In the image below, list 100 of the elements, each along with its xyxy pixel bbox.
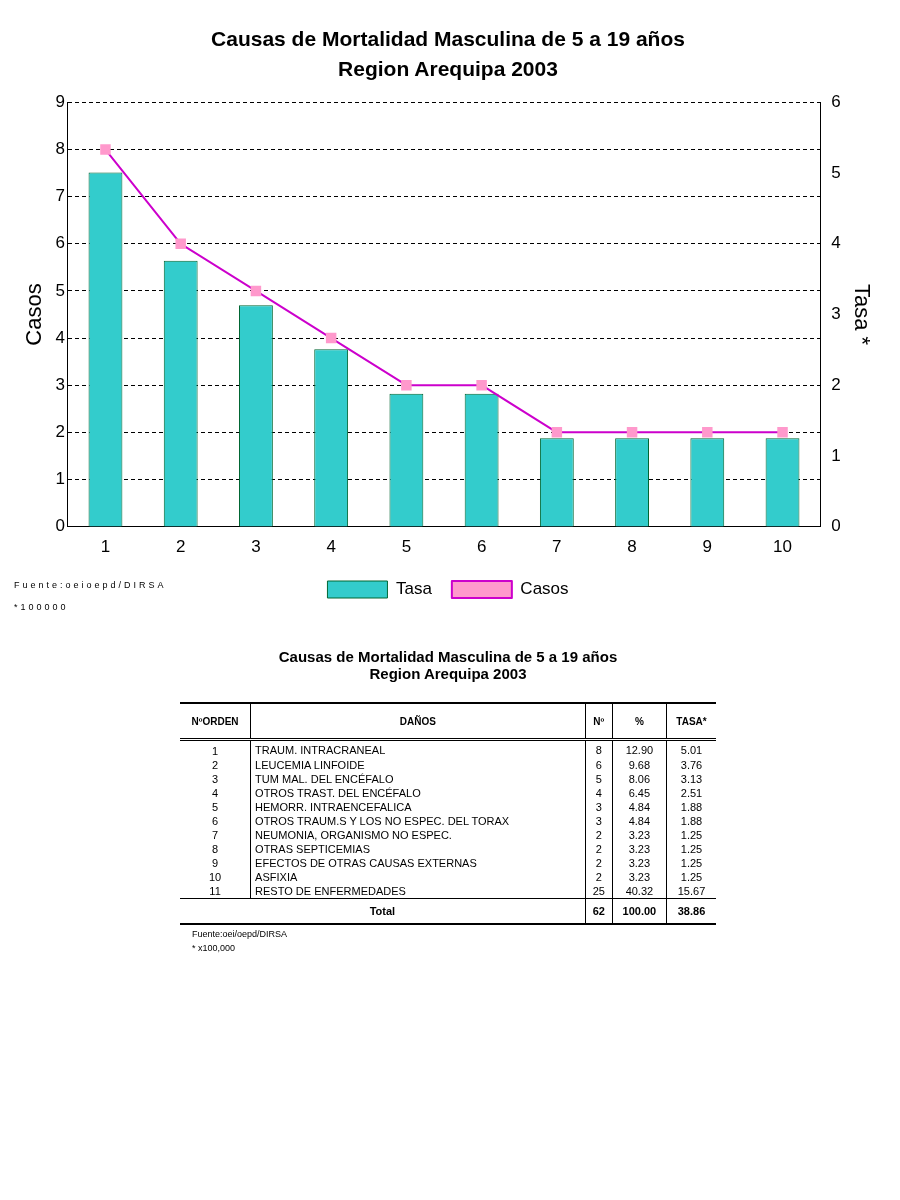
- y2-tick-label: 3: [831, 304, 841, 324]
- data-label: 3.23: [612, 870, 667, 884]
- text: Region Arequipa 2003: [368, 665, 528, 682]
- text: *100000: [14, 602, 70, 612]
- data-label: 2: [585, 842, 613, 856]
- data-label: 40.32: [612, 884, 667, 899]
- data-label: 3.76: [679, 758, 704, 772]
- source-note: Fuente:oeioepd/DIRSA: [14, 580, 167, 590]
- data-label: 1.25: [679, 856, 704, 870]
- category-label: LEUCEMIA LINFOIDE: [250, 758, 586, 772]
- data-label: 10: [180, 870, 251, 884]
- y-tick-label: 1: [55, 469, 65, 489]
- data-label: 3.23: [612, 856, 667, 870]
- y2-tick-label: 6: [831, 92, 841, 112]
- y-tick-label: 4: [55, 327, 65, 347]
- data-label: 15.67: [676, 884, 707, 899]
- data-label: 2: [585, 828, 613, 842]
- data-label: 4: [585, 786, 613, 800]
- data-label: 3: [180, 772, 251, 786]
- data-label: 3: [585, 814, 613, 828]
- category-label: TRAUM. INTRACRANEAL: [250, 739, 586, 758]
- data-label: 2: [585, 870, 613, 884]
- x-tick-label: 9: [702, 537, 713, 557]
- y2-tick-label: 2: [831, 374, 841, 394]
- legend-label: Tasa: [395, 579, 433, 599]
- category-label: OTROS TRAUM.S Y LOS NO ESPEC. DEL TORAX: [250, 814, 586, 828]
- data-label: 3.23: [612, 828, 667, 842]
- x-tick-label: 3: [251, 537, 261, 557]
- y-tick-label: 6: [55, 233, 65, 253]
- data-label: 1.88: [679, 814, 704, 828]
- data-label: 6: [180, 814, 251, 828]
- category-label: HEMORR. INTRAENCEFALICA: [250, 800, 586, 814]
- text: NºORDEN: [180, 703, 251, 740]
- category-label: OTRAS SEPTICEMIAS: [250, 842, 586, 856]
- y-axis-title: Casos: [21, 283, 47, 346]
- data-label: 1.25: [679, 842, 704, 856]
- text: Nº: [585, 703, 613, 740]
- text: Causas de Mortalidad Masculina de 5 a 19 años: [277, 648, 619, 665]
- data-label: 25: [585, 884, 613, 899]
- category-label: TUM MAL. DEL ENCÉFALO: [250, 772, 586, 786]
- x-tick-label: 5: [401, 537, 412, 557]
- data-label: 2.51: [679, 786, 704, 800]
- y-tick-label: 5: [55, 280, 65, 300]
- data-label: 8: [180, 842, 251, 856]
- y-tick-label: 9: [55, 92, 65, 112]
- y2-tick-label: 1: [831, 445, 841, 465]
- category-label: ASFIXIA: [250, 870, 586, 884]
- data-label: 1.88: [679, 800, 704, 814]
- data-label: 4: [180, 786, 251, 800]
- data-label: 8: [585, 739, 613, 758]
- data-label: 6: [585, 758, 613, 772]
- data-label: 5: [585, 772, 613, 786]
- data-label: 1.25: [679, 870, 704, 884]
- text: * x100,000: [192, 943, 237, 953]
- category-label: OTROS TRAST. DEL ENCÉFALO: [250, 786, 586, 800]
- x-tick-label: 8: [627, 537, 637, 557]
- source-note: Fuente:oei/oepd/DIRSA: [192, 929, 289, 939]
- text: %: [612, 703, 667, 740]
- x-tick-label: 10: [773, 537, 792, 557]
- text: DAÑOS: [250, 703, 586, 740]
- category-label: EFECTOS DE OTRAS CAUSAS EXTERNAS: [250, 856, 586, 870]
- y2-tick-label: 0: [831, 516, 841, 536]
- data-label: 4.84: [612, 800, 667, 814]
- y-tick-label: 7: [55, 186, 65, 206]
- category-label: RESTO DE ENFERMEDADES: [250, 884, 586, 899]
- data-label: 12.90: [612, 739, 667, 758]
- data-label: 9: [180, 856, 251, 870]
- x-tick-label: 6: [476, 537, 487, 557]
- data-label: 4.84: [612, 814, 667, 828]
- x-tick-label: 4: [326, 537, 336, 557]
- y2-tick-label: 5: [831, 162, 841, 182]
- data-label: 3: [585, 800, 613, 814]
- text: 100.00: [622, 905, 657, 917]
- data-label: 2: [180, 758, 251, 772]
- x-tick-label: 1: [100, 537, 111, 557]
- data-label: 3.23: [612, 842, 667, 856]
- y-tick-label: 0: [55, 516, 65, 536]
- legend-label: Casos: [520, 579, 569, 599]
- text: 38.86: [677, 905, 706, 917]
- data-label: 8.06: [612, 772, 667, 786]
- x-tick-label: 7: [552, 537, 562, 557]
- data-label: 9.68: [612, 758, 667, 772]
- text: TASA*: [675, 714, 708, 729]
- data-label: 1: [180, 739, 251, 758]
- data-label: 1.25: [679, 828, 704, 842]
- y2-axis-title: Tasa *: [849, 283, 875, 346]
- chart-title: Causas de Mortalidad Masculina de 5 a 19 años: [211, 27, 685, 51]
- data-label: 2: [585, 856, 613, 870]
- y-tick-label: 3: [55, 374, 65, 394]
- text: Total: [180, 898, 586, 924]
- x-tick-label: 2: [175, 537, 186, 557]
- data-label: 6.45: [612, 786, 667, 800]
- y-tick-label: 2: [55, 422, 65, 442]
- text: 62: [592, 905, 605, 917]
- chart-subtitle: Region Arequipa 2003: [338, 56, 558, 80]
- data-label: 7: [180, 828, 251, 842]
- data-label: 3.13: [679, 772, 704, 786]
- data-label: 5: [180, 800, 251, 814]
- y2-tick-label: 4: [831, 233, 841, 253]
- y-tick-label: 8: [55, 139, 65, 159]
